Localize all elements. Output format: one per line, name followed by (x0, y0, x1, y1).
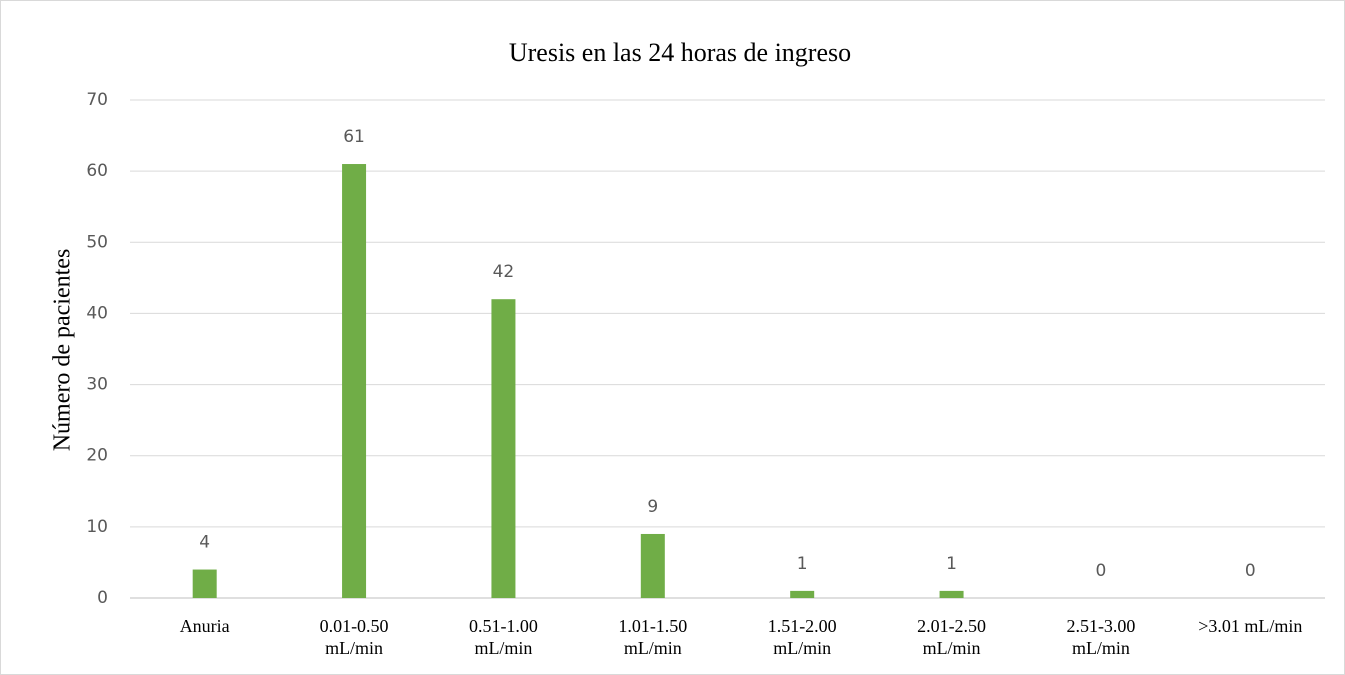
x-tick-label: 0.01-0.50 mL/min (319, 616, 389, 658)
data-label: 4 (199, 533, 210, 553)
bar (640, 533, 665, 598)
y-tick-label: 10 (86, 517, 108, 537)
bar (939, 590, 964, 598)
bar (342, 164, 367, 598)
y-axis-label: Número de pacientes (50, 249, 76, 452)
data-label: 42 (493, 262, 515, 282)
y-tick-label: 50 (86, 232, 108, 252)
y-tick-label: 60 (86, 161, 108, 181)
bar (192, 569, 217, 598)
y-tick-label: 30 (86, 375, 108, 395)
y-tick-label: 0 (97, 588, 108, 608)
chart-title: Uresis en las 24 horas de ingreso (509, 38, 851, 67)
x-tick-label: Anuria (179, 616, 230, 636)
x-tick-label: 2.01-2.50 mL/min (917, 616, 987, 658)
data-label: 0 (1245, 561, 1256, 581)
x-tick-label: 0.51-1.00 mL/min (468, 616, 538, 658)
data-label: 1 (797, 554, 808, 574)
y-tick-label: 70 (86, 90, 108, 110)
y-tick-label: 40 (86, 303, 108, 323)
data-label: 61 (343, 127, 365, 147)
bar (790, 590, 815, 598)
x-tick-label: 2.51-3.00 mL/min (1066, 616, 1136, 658)
data-label: 0 (1096, 561, 1107, 581)
x-tick-label: >3.01 mL/min (1198, 616, 1303, 636)
x-tick-label: 1.51-2.00 mL/min (767, 616, 837, 658)
data-label: 9 (647, 497, 658, 517)
data-label: 1 (946, 554, 957, 574)
y-tick-label: 20 (86, 446, 108, 466)
bar (491, 299, 516, 598)
x-tick-label: 1.01-1.50 mL/min (618, 616, 688, 658)
